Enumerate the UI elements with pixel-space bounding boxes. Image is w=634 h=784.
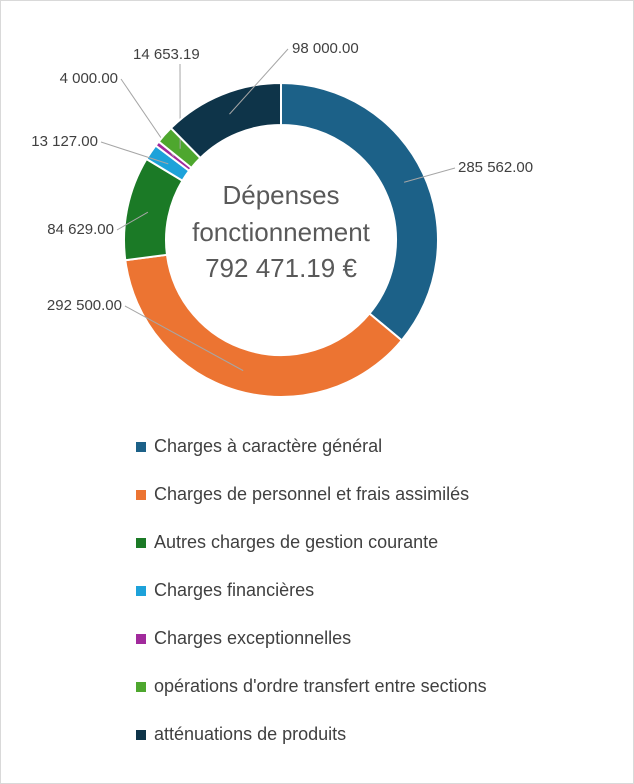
legend-swatch — [136, 682, 146, 692]
value-label: 285 562.00 — [458, 159, 533, 176]
value-label: 292 500.00 — [47, 297, 122, 314]
legend-label: Charges à caractère général — [154, 436, 382, 456]
legend-label: Charges de personnel et frais assimilés — [154, 484, 469, 504]
legend-swatch — [136, 490, 146, 500]
donut-slice — [169, 81, 282, 160]
center-text: fonctionnement — [192, 217, 371, 247]
value-label: 4 000.00 — [60, 70, 118, 87]
legend-label: atténuations de produits — [154, 724, 346, 744]
leader-line — [116, 211, 149, 231]
legend-swatch — [136, 586, 146, 596]
legend-label: Autres charges de gestion courante — [154, 532, 438, 552]
leader-line — [124, 305, 244, 372]
value-label: 14 653.19 — [133, 46, 200, 63]
leader-line — [403, 167, 456, 183]
legend-label: Charges financières — [154, 580, 314, 600]
donut-slice — [280, 81, 439, 342]
legend-label: opérations d'ordre transfert entre secti… — [154, 676, 487, 696]
center-text: Dépenses — [222, 180, 339, 210]
value-label: 84 629.00 — [47, 221, 114, 238]
legend-swatch — [136, 730, 146, 740]
legend-label: Charges exceptionnelles — [154, 628, 351, 648]
leader-line — [100, 141, 169, 165]
legend-swatch — [136, 538, 146, 548]
leader-line — [229, 48, 289, 115]
value-label: 13 127.00 — [31, 133, 98, 150]
value-label: 98 000.00 — [292, 40, 359, 57]
legend-swatch — [136, 634, 146, 644]
donut-slice — [124, 253, 404, 398]
center-text: 792 471.19 € — [205, 253, 357, 283]
legend-swatch — [136, 442, 146, 452]
